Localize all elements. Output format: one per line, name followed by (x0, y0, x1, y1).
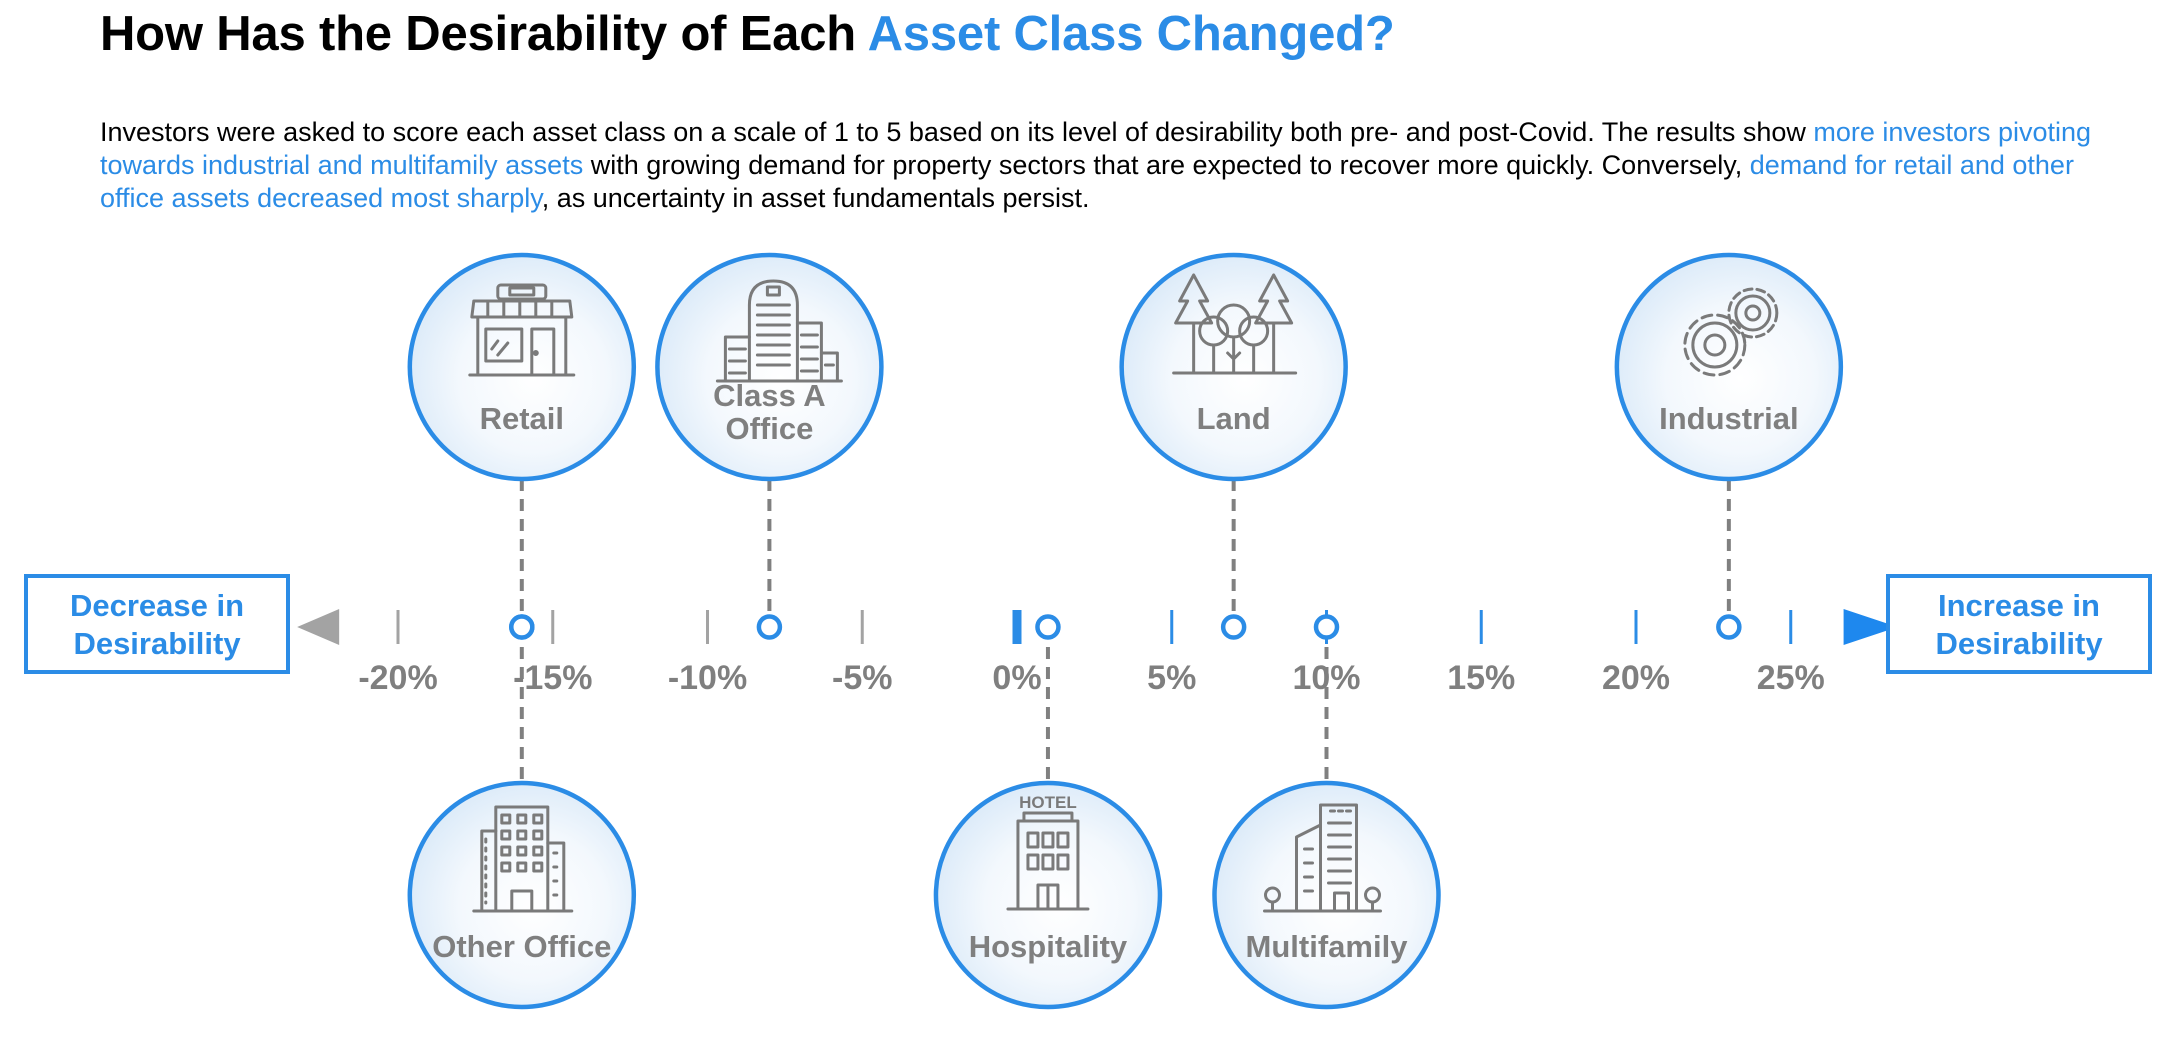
label-hospitality: Hospitality (969, 929, 1128, 964)
hotel-icon: HOTEL (1006, 793, 1090, 911)
intro-text-1: Investors were asked to score each asset… (100, 117, 1814, 147)
bubble-circle-other-office (407, 780, 637, 1010)
hotel-sign-text: HOTEL (1019, 793, 1077, 812)
marker-land (1220, 614, 1247, 640)
marker-multifamily (1313, 614, 1340, 640)
tick-label: 10% (1292, 659, 1360, 697)
increase-label-box (1886, 574, 2152, 674)
label-class-a-office: Class A (713, 378, 826, 413)
tick-label: -20% (358, 659, 437, 697)
office-tower-icon (472, 805, 574, 913)
storefront-icon (468, 283, 576, 377)
intro-paragraph: Investors were asked to score each asset… (100, 116, 2110, 215)
tick-label: -15% (513, 659, 592, 697)
axis-right-arrowhead (1843, 609, 1898, 645)
marker-other-office (509, 614, 535, 640)
title-prefix: How Has the Desirability of Each (100, 7, 868, 61)
decrease-label-box (24, 574, 290, 674)
marker-industrial (1716, 614, 1742, 640)
increase-label-text: Increase in (1938, 588, 2100, 623)
intro-text-3: , as uncertainty in asset fundamentals p… (541, 183, 1090, 213)
increase-label-text: Desirability (1935, 626, 2103, 661)
bubble-circle-class-a-office (655, 252, 884, 482)
intro-highlight-2: demand for retail and other office asset… (100, 150, 2074, 213)
intro-text-2: with growing demand for property sectors… (583, 150, 1750, 180)
decrease-label-text: Desirability (73, 626, 241, 661)
label-other-office: Other Office (432, 929, 611, 964)
bubble-retail: Retail (407, 252, 637, 482)
decrease-label-text: Decrease in (70, 588, 244, 623)
label-multifamily: Multifamily (1246, 929, 1409, 964)
bubble-other-office: Other Office (407, 780, 637, 1010)
tick-label: -5% (832, 659, 892, 697)
bubble-circle-multifamily (1212, 780, 1441, 1010)
tick-label: 0% (992, 659, 1041, 697)
label-class-a-office: Office (725, 411, 813, 446)
axis-left-arrowhead (297, 609, 340, 645)
title-highlight: Asset Class Changed? (867, 7, 1395, 61)
marker-hospitality (1035, 614, 1061, 640)
tick-label: 20% (1602, 659, 1670, 697)
marker-class-a-office (756, 614, 783, 640)
bubble-multifamily: Multifamily (1212, 780, 1441, 1010)
office-buildings-icon (715, 279, 843, 383)
gears-icon (1683, 287, 1779, 377)
bubble-circle-industrial (1614, 252, 1844, 482)
label-retail: Retail (480, 401, 564, 436)
bubble-industrial: Industrial (1614, 252, 1844, 482)
page-title: How Has the Desirability of Each Asset C… (100, 6, 1395, 62)
tick-label: 5% (1147, 659, 1196, 697)
tick-label: 25% (1757, 659, 1825, 697)
trees-icon (1172, 273, 1298, 375)
label-industrial: Industrial (1659, 401, 1799, 436)
bubble-land: Land (1119, 252, 1348, 482)
intro-highlight-1: more investors pivoting towards industri… (100, 117, 2092, 180)
label-land: Land (1197, 401, 1271, 436)
bubble-hospitality: HOTEL Hospitality (933, 780, 1163, 1010)
tick-label: 15% (1447, 659, 1515, 697)
bubble-circle-retail (407, 252, 637, 482)
tick-label: -10% (668, 659, 747, 697)
apartment-building-icon (1263, 803, 1382, 913)
